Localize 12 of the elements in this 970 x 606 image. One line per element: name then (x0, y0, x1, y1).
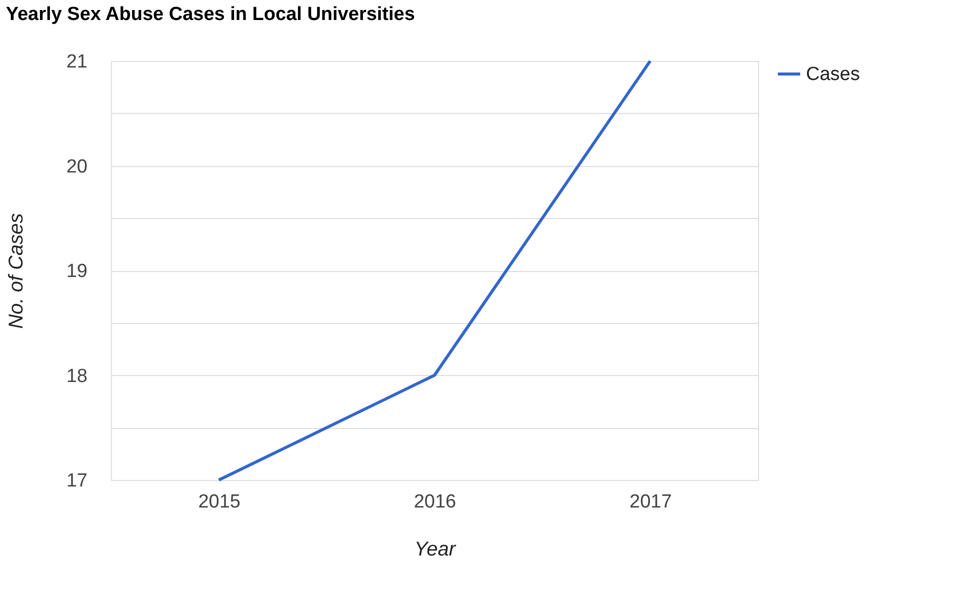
x-tick-label: 2016 (414, 492, 456, 512)
y-tick-label: 18 (66, 366, 88, 387)
legend-label: Cases (806, 64, 860, 85)
x-tick-label: 2015 (198, 492, 240, 512)
y-tick-label: 21 (66, 52, 88, 72)
y-axis-title: No. of Cases (5, 213, 28, 329)
chart-title: Yearly Sex Abuse Cases in Local Universities (6, 4, 415, 25)
y-tick-label: 20 (66, 156, 88, 178)
y-tick-label: 19 (66, 261, 88, 282)
x-tick-label: 2017 (630, 492, 672, 512)
y-tick-label: 17 (66, 470, 88, 492)
x-axis-title: Year (414, 538, 457, 560)
